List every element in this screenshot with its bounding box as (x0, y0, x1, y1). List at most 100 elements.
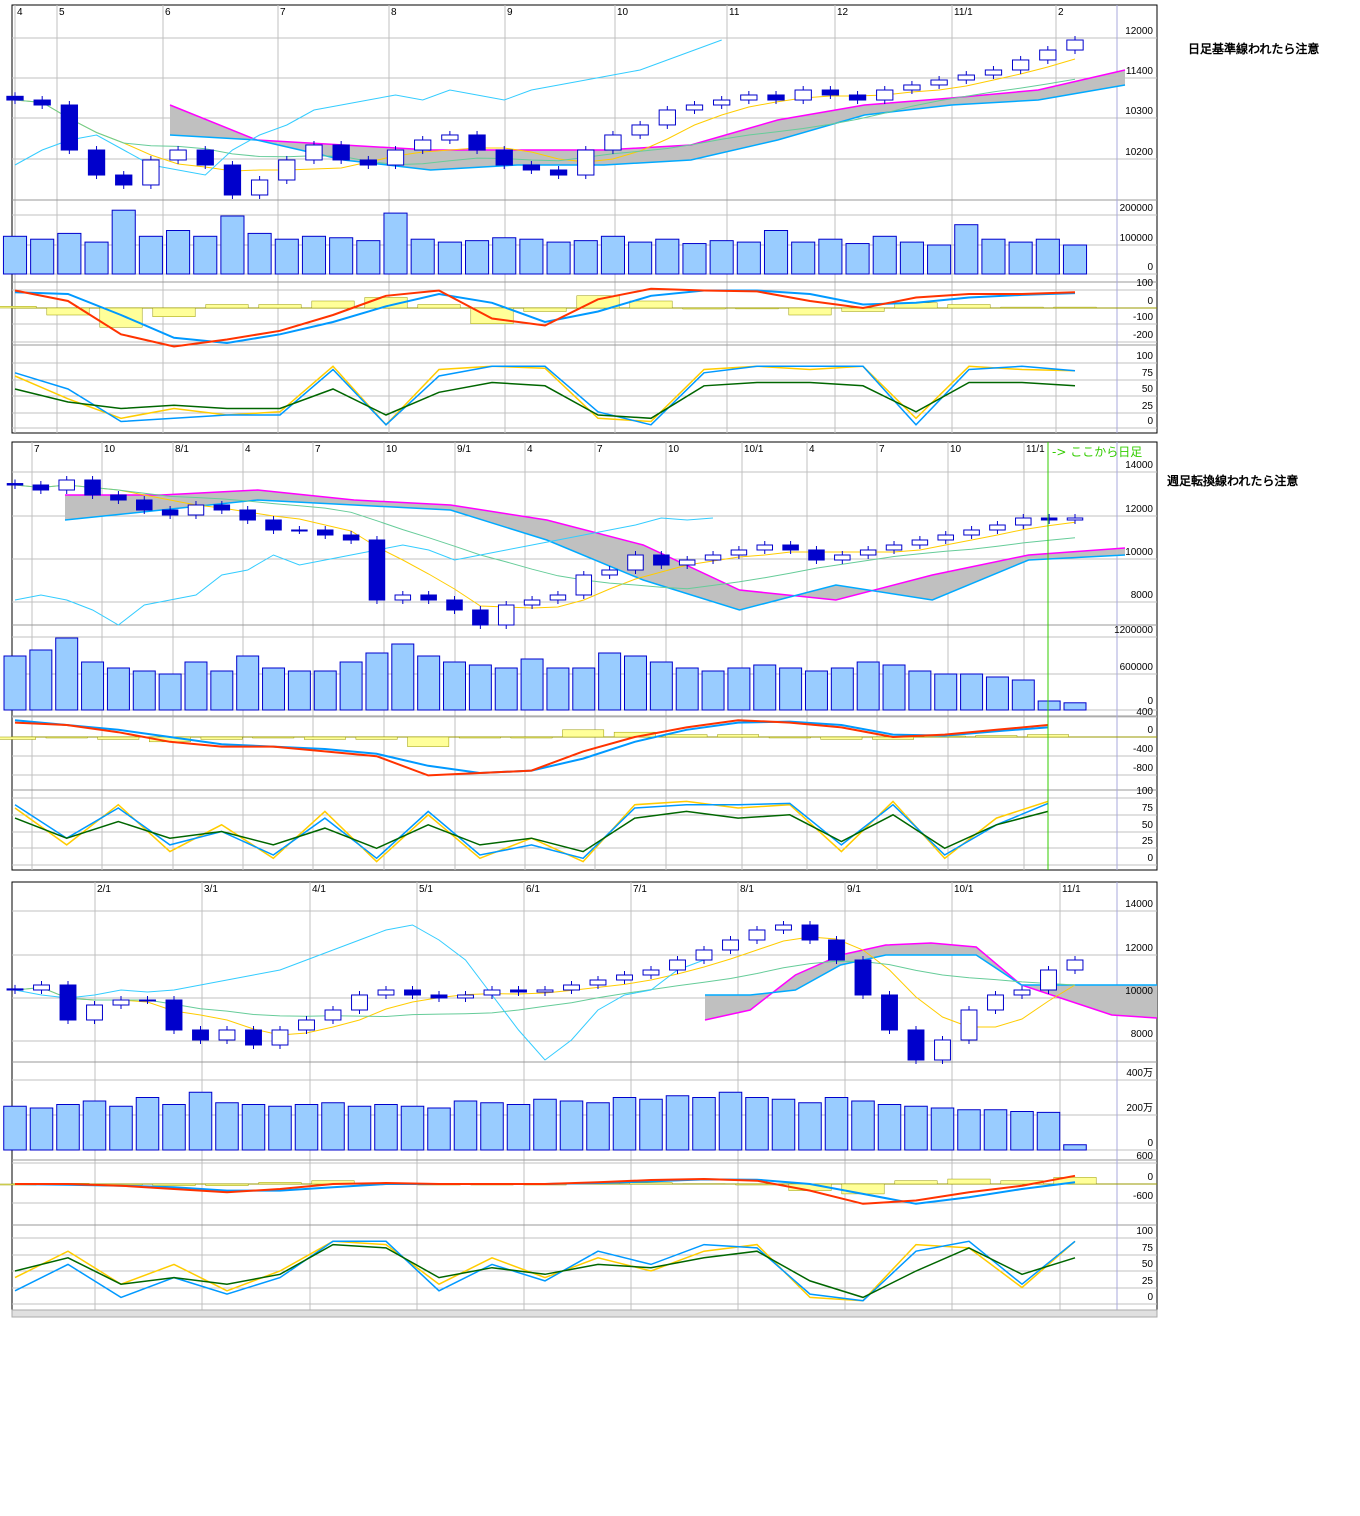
x-tick-label: 9/1 (847, 884, 861, 895)
candle (642, 969, 660, 976)
volume-bar (30, 238, 55, 275)
macd-histogram-bar (258, 304, 302, 309)
macd-histogram-bar (768, 736, 811, 739)
macd-histogram-bar (820, 736, 863, 740)
volume-bar (736, 241, 761, 275)
volume-bar (1063, 702, 1087, 711)
price-tick-label: 12000 (1125, 943, 1153, 954)
volume-bar (701, 670, 725, 711)
volume-bar (294, 1104, 319, 1151)
volume-bar (655, 238, 680, 275)
volume-bar (818, 238, 843, 275)
candle (821, 89, 840, 96)
volume-bar (1036, 1111, 1061, 1151)
volume-bar (954, 224, 979, 275)
candle (510, 989, 527, 993)
daily-start-label: -> ここから日足 (1052, 445, 1143, 459)
volume-bar (600, 235, 626, 275)
price-tick-label: 12000 (1125, 504, 1153, 515)
stoch-tick-label: 0 (1147, 416, 1153, 427)
candle (828, 939, 845, 961)
macd-tick-label: 400 (1136, 707, 1153, 718)
macd-tick-label: 0 (1147, 725, 1153, 736)
candle (386, 149, 405, 166)
x-tick-label: 8 (391, 7, 397, 18)
stoch-tick-label: 25 (1141, 401, 1153, 412)
macd-histogram-bar (458, 736, 501, 739)
macd-tick-label: 0 (1147, 1172, 1153, 1183)
candle (112, 999, 130, 1006)
candle (885, 544, 903, 551)
volume-bar (313, 670, 337, 711)
macd-histogram-bar (1000, 306, 1044, 309)
candle (6, 95, 24, 101)
horizontal-scrollbar[interactable] (11, 1309, 1158, 1318)
macd-histogram-bar (562, 729, 605, 738)
panel-1 (0, 4, 1158, 434)
volume-bar (872, 235, 897, 275)
volume-tick-label: 0 (1147, 696, 1153, 707)
candle (989, 524, 1006, 531)
macd-histogram-bar (303, 736, 346, 740)
candle (87, 149, 106, 176)
price-tick-label: 10200 (1125, 147, 1153, 158)
candle (604, 134, 622, 151)
volume-tick-label: 100000 (1119, 233, 1153, 244)
macd-tick-label: -200 (1132, 330, 1153, 341)
volume-bar (1062, 244, 1088, 275)
stoch-tick-label: 75 (1141, 368, 1153, 379)
volume-bar (649, 661, 673, 711)
stoch-tick-label: 25 (1141, 836, 1153, 847)
x-tick-label: 2 (1058, 7, 1064, 18)
candle (468, 134, 486, 151)
candle (740, 94, 758, 101)
volume-bar (321, 1102, 345, 1151)
panel-2 (0, 441, 1158, 871)
volume-bar (960, 673, 984, 711)
volume-bar (639, 1098, 663, 1151)
candle (192, 1029, 209, 1041)
volume-bar (437, 241, 462, 275)
x-tick-label: 5 (59, 7, 65, 18)
candle (33, 984, 50, 991)
volume-bar (374, 1104, 398, 1151)
candle (316, 529, 334, 536)
volume-bar (624, 655, 647, 711)
volume-bar (845, 243, 870, 275)
volume-tick-label: 1200000 (1114, 625, 1153, 636)
macd-histogram-bar (717, 734, 760, 738)
candle (394, 594, 412, 601)
volume-tick-label: 200万 (1126, 1103, 1153, 1114)
conversion-line (14, 484, 1076, 609)
candle (404, 989, 421, 996)
candle (33, 99, 51, 106)
candle (1040, 969, 1057, 991)
x-tick-label: 11 (729, 7, 740, 18)
candle (169, 149, 187, 161)
candle (58, 479, 75, 491)
volume-bar (383, 212, 408, 275)
candle (32, 484, 50, 491)
volume-bar (3, 655, 27, 711)
volume-bar (220, 215, 245, 275)
candle (775, 924, 792, 931)
candle (756, 544, 774, 551)
candle (196, 149, 214, 166)
volume-bar (111, 209, 136, 275)
stoch-tick-label: 75 (1141, 803, 1153, 814)
macd-histogram-bar (947, 1178, 991, 1185)
volume-bar (400, 1105, 425, 1151)
volume-bar (934, 673, 958, 711)
volume-bar (135, 1097, 160, 1151)
macd-histogram-bar (205, 1183, 249, 1186)
span-b-line (64, 499, 1126, 611)
x-tick-label: 11/1 (954, 7, 973, 18)
candle (903, 84, 921, 91)
candle (278, 159, 296, 181)
volume-bar (586, 1102, 610, 1151)
lagging-span-line (14, 39, 722, 176)
candle (6, 988, 24, 991)
x-tick-label: 9/1 (457, 444, 471, 455)
volume-tick-label: 0 (1147, 262, 1153, 273)
candle (930, 79, 948, 86)
